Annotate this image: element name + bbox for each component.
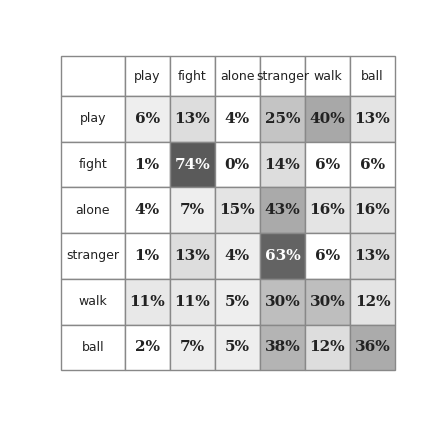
Bar <box>61 56 125 96</box>
Bar <box>350 187 395 233</box>
Bar <box>170 279 215 325</box>
Bar <box>305 56 350 96</box>
Bar <box>125 96 170 142</box>
Bar <box>61 142 125 187</box>
Bar <box>170 142 215 187</box>
Bar <box>215 187 260 233</box>
Text: stranger: stranger <box>66 249 119 262</box>
Text: walk: walk <box>313 70 342 83</box>
Bar <box>260 56 305 96</box>
Text: 0%: 0% <box>225 157 250 172</box>
Bar <box>305 142 350 187</box>
Bar <box>125 56 170 96</box>
Bar <box>350 233 395 279</box>
Text: 13%: 13% <box>355 112 390 126</box>
Text: 6%: 6% <box>134 112 160 126</box>
Text: stranger: stranger <box>256 70 309 83</box>
Bar <box>305 96 350 142</box>
Text: 63%: 63% <box>264 249 300 263</box>
Text: 6%: 6% <box>315 249 340 263</box>
Text: 5%: 5% <box>225 341 250 354</box>
Text: alone: alone <box>220 70 255 83</box>
Text: 1%: 1% <box>134 249 160 263</box>
Bar <box>170 96 215 142</box>
Text: 43%: 43% <box>264 203 300 217</box>
Text: 12%: 12% <box>310 341 345 354</box>
Text: 14%: 14% <box>264 157 300 172</box>
Bar <box>350 279 395 325</box>
Bar <box>260 187 305 233</box>
Bar <box>215 325 260 370</box>
Text: 7%: 7% <box>180 341 205 354</box>
Text: 30%: 30% <box>310 295 345 308</box>
Bar <box>170 56 215 96</box>
Text: 4%: 4% <box>225 112 250 126</box>
Bar <box>170 187 215 233</box>
Bar <box>260 279 305 325</box>
Text: 6%: 6% <box>360 157 385 172</box>
Text: 25%: 25% <box>265 112 300 126</box>
Bar <box>350 96 395 142</box>
Text: 1%: 1% <box>134 157 160 172</box>
Text: fight: fight <box>178 70 206 83</box>
Bar <box>61 187 125 233</box>
Text: 11%: 11% <box>174 295 210 308</box>
Bar <box>305 325 350 370</box>
Bar <box>350 325 395 370</box>
Bar <box>260 325 305 370</box>
Text: alone: alone <box>76 204 110 217</box>
Text: 4%: 4% <box>225 249 250 263</box>
Bar <box>61 233 125 279</box>
Text: 13%: 13% <box>174 249 210 263</box>
Text: ball: ball <box>81 341 104 354</box>
Text: 2%: 2% <box>135 341 160 354</box>
Bar <box>125 325 170 370</box>
Bar <box>260 96 305 142</box>
Bar <box>61 325 125 370</box>
Text: 40%: 40% <box>310 112 345 126</box>
Bar <box>215 142 260 187</box>
Text: 15%: 15% <box>219 203 255 217</box>
Bar <box>170 233 215 279</box>
Bar <box>260 142 305 187</box>
Text: 5%: 5% <box>225 295 250 308</box>
Text: 16%: 16% <box>355 203 390 217</box>
Text: 38%: 38% <box>264 341 300 354</box>
Bar <box>305 279 350 325</box>
Text: ball: ball <box>361 70 384 83</box>
Bar <box>125 233 170 279</box>
Text: 30%: 30% <box>264 295 300 308</box>
Text: play: play <box>134 70 160 83</box>
Bar <box>305 233 350 279</box>
Text: 12%: 12% <box>355 295 390 308</box>
Text: 6%: 6% <box>315 157 340 172</box>
Text: 36%: 36% <box>355 341 390 354</box>
Text: walk: walk <box>78 295 107 308</box>
Text: 74%: 74% <box>174 157 210 172</box>
Text: 16%: 16% <box>310 203 345 217</box>
Text: 4%: 4% <box>134 203 160 217</box>
Text: 13%: 13% <box>355 249 390 263</box>
Text: play: play <box>80 112 106 125</box>
Bar <box>215 279 260 325</box>
Text: 13%: 13% <box>174 112 210 126</box>
Text: 7%: 7% <box>180 203 205 217</box>
Bar <box>350 56 395 96</box>
Text: 11%: 11% <box>129 295 165 308</box>
Bar <box>125 279 170 325</box>
Bar <box>305 187 350 233</box>
Bar <box>61 279 125 325</box>
Bar <box>260 233 305 279</box>
Text: fight: fight <box>78 158 107 171</box>
Bar <box>125 187 170 233</box>
Bar <box>350 142 395 187</box>
Bar <box>125 142 170 187</box>
Bar <box>215 233 260 279</box>
Bar <box>170 325 215 370</box>
Bar <box>215 56 260 96</box>
Bar <box>61 96 125 142</box>
Bar <box>215 96 260 142</box>
